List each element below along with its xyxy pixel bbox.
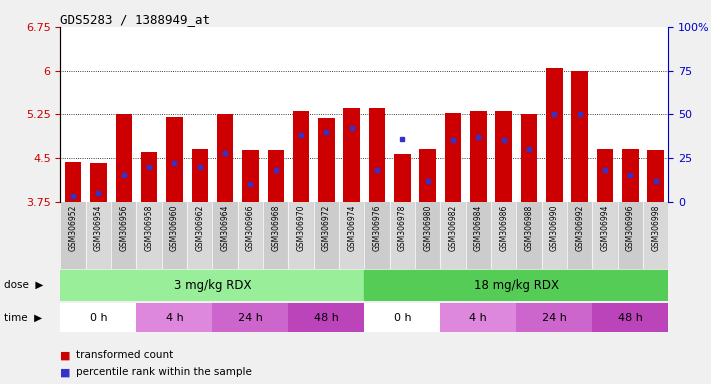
Bar bbox=[445, 113, 461, 202]
Text: 0 h: 0 h bbox=[394, 313, 411, 323]
Bar bbox=[440, 303, 516, 333]
Text: ■: ■ bbox=[60, 367, 71, 377]
Text: percentile rank within the sample: percentile rank within the sample bbox=[76, 367, 252, 377]
Bar bbox=[466, 202, 491, 269]
Bar bbox=[217, 114, 233, 202]
Bar bbox=[364, 303, 440, 333]
Bar bbox=[592, 202, 618, 269]
Bar bbox=[213, 303, 289, 333]
Text: GSM306962: GSM306962 bbox=[196, 205, 204, 252]
Bar bbox=[343, 108, 360, 202]
Bar bbox=[364, 270, 668, 300]
Text: 24 h: 24 h bbox=[542, 313, 567, 323]
Text: transformed count: transformed count bbox=[76, 350, 173, 360]
Text: GSM306976: GSM306976 bbox=[373, 205, 382, 252]
Bar bbox=[293, 111, 309, 202]
Bar bbox=[394, 154, 411, 202]
Text: dose  ▶: dose ▶ bbox=[4, 280, 43, 290]
Text: GSM306958: GSM306958 bbox=[144, 205, 154, 252]
Text: GSM306952: GSM306952 bbox=[68, 205, 77, 252]
Bar bbox=[622, 149, 638, 202]
Text: 24 h: 24 h bbox=[238, 313, 263, 323]
Bar bbox=[115, 114, 132, 202]
Text: GSM306980: GSM306980 bbox=[423, 205, 432, 252]
Text: 48 h: 48 h bbox=[314, 313, 339, 323]
Bar bbox=[60, 303, 137, 333]
Bar bbox=[166, 117, 183, 202]
Bar bbox=[141, 152, 157, 202]
Text: GSM306966: GSM306966 bbox=[246, 205, 255, 252]
Bar bbox=[542, 202, 567, 269]
Bar bbox=[162, 202, 187, 269]
Text: GSM306978: GSM306978 bbox=[398, 205, 407, 252]
Bar bbox=[415, 202, 440, 269]
Bar bbox=[187, 202, 213, 269]
Bar bbox=[237, 202, 263, 269]
Bar bbox=[491, 202, 516, 269]
Bar bbox=[60, 202, 86, 269]
Text: 4 h: 4 h bbox=[166, 313, 183, 323]
Bar bbox=[289, 202, 314, 269]
Text: GSM306954: GSM306954 bbox=[94, 205, 103, 252]
Text: GSM306998: GSM306998 bbox=[651, 205, 661, 252]
Text: GSM306956: GSM306956 bbox=[119, 205, 128, 252]
Text: GSM306988: GSM306988 bbox=[525, 205, 533, 251]
Text: GSM306982: GSM306982 bbox=[449, 205, 458, 251]
Text: GSM306974: GSM306974 bbox=[347, 205, 356, 252]
Text: GSM306970: GSM306970 bbox=[296, 205, 306, 252]
Text: GSM306994: GSM306994 bbox=[601, 205, 609, 252]
Text: GSM306964: GSM306964 bbox=[220, 205, 230, 252]
Bar bbox=[516, 202, 542, 269]
Text: GSM306984: GSM306984 bbox=[474, 205, 483, 252]
Bar bbox=[470, 111, 486, 202]
Bar bbox=[339, 202, 365, 269]
Bar bbox=[440, 202, 466, 269]
Bar bbox=[137, 202, 162, 269]
Text: 4 h: 4 h bbox=[469, 313, 487, 323]
Bar bbox=[419, 149, 436, 202]
Text: time  ▶: time ▶ bbox=[4, 313, 42, 323]
Bar bbox=[516, 303, 592, 333]
Text: GSM306990: GSM306990 bbox=[550, 205, 559, 252]
Bar bbox=[267, 151, 284, 202]
Text: 48 h: 48 h bbox=[618, 313, 643, 323]
Text: 3 mg/kg RDX: 3 mg/kg RDX bbox=[173, 279, 251, 291]
Bar bbox=[314, 202, 339, 269]
Bar bbox=[648, 151, 664, 202]
Bar bbox=[496, 111, 512, 202]
Bar bbox=[137, 303, 213, 333]
Text: GSM306972: GSM306972 bbox=[322, 205, 331, 252]
Bar bbox=[242, 151, 259, 202]
Bar bbox=[643, 202, 668, 269]
Bar bbox=[592, 303, 668, 333]
Bar bbox=[364, 202, 390, 269]
Bar bbox=[90, 162, 107, 202]
Bar bbox=[289, 303, 365, 333]
Text: GSM306986: GSM306986 bbox=[499, 205, 508, 252]
Text: ■: ■ bbox=[60, 350, 71, 360]
Bar bbox=[65, 162, 81, 202]
Bar bbox=[618, 202, 643, 269]
Bar bbox=[263, 202, 289, 269]
Text: GSM306996: GSM306996 bbox=[626, 205, 635, 252]
Bar bbox=[213, 202, 237, 269]
Bar bbox=[572, 71, 588, 202]
Bar bbox=[318, 118, 335, 202]
Bar bbox=[520, 114, 538, 202]
Bar bbox=[567, 202, 592, 269]
Bar bbox=[390, 202, 415, 269]
Bar bbox=[369, 108, 385, 202]
Bar bbox=[86, 202, 111, 269]
Text: GDS5283 / 1388949_at: GDS5283 / 1388949_at bbox=[60, 13, 210, 26]
Text: GSM306960: GSM306960 bbox=[170, 205, 179, 252]
Text: GSM306968: GSM306968 bbox=[271, 205, 280, 252]
Bar bbox=[111, 202, 137, 269]
Bar bbox=[191, 149, 208, 202]
Text: 18 mg/kg RDX: 18 mg/kg RDX bbox=[474, 279, 559, 291]
Text: GSM306992: GSM306992 bbox=[575, 205, 584, 252]
Bar bbox=[546, 68, 562, 202]
Bar bbox=[597, 149, 614, 202]
Text: 0 h: 0 h bbox=[90, 313, 107, 323]
Bar bbox=[60, 270, 364, 300]
